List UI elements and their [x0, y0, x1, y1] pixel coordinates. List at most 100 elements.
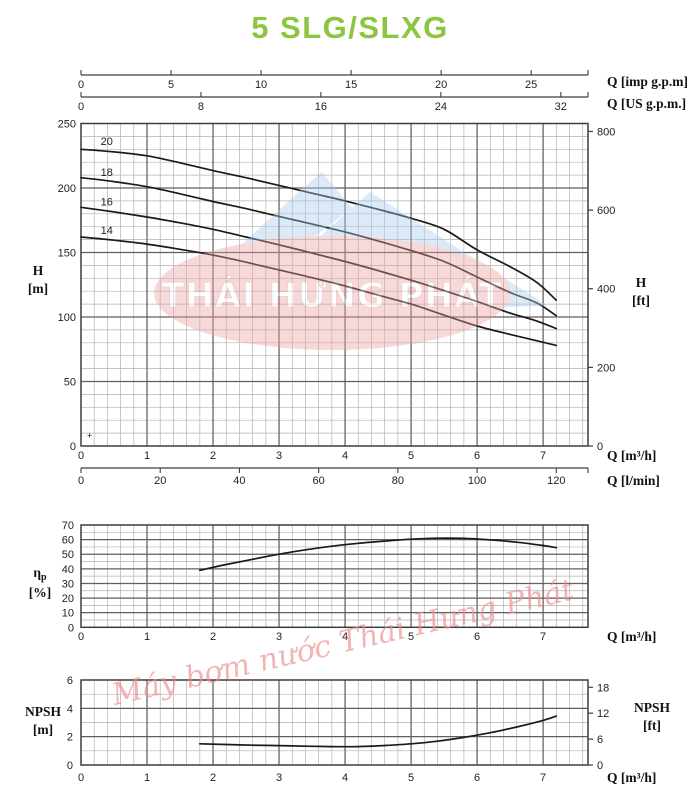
y-tick-label: 50: [64, 377, 76, 389]
x-tick-label: 4: [342, 631, 348, 643]
curve-16: [80, 206, 558, 330]
origin-marker: +: [87, 431, 92, 441]
scale-tick-label: 32: [555, 101, 567, 113]
watermark-mountain-icon-right: [282, 192, 548, 312]
x-tick-label: 5: [408, 772, 414, 784]
right-tick-label: 400: [597, 284, 615, 296]
curve-label-20: 20: [101, 136, 113, 148]
x-tick-label: 7: [540, 631, 546, 643]
y-tick-label: 2: [67, 732, 73, 744]
x-tick-label: 4: [342, 772, 348, 784]
left-axis-title: NPSH: [25, 704, 62, 719]
curve-npsh: [198, 715, 558, 748]
scale-tick-label: 0: [78, 475, 84, 487]
left-axis-title: ηp: [33, 565, 47, 583]
right-axis-title: NPSH: [634, 700, 671, 715]
bottom-axis-title: Q [m³/h]: [607, 770, 656, 785]
x-tick-label: 7: [540, 772, 546, 784]
x-tick-label: 2: [210, 772, 216, 784]
left-axis-title: H: [33, 263, 44, 278]
right-tick-label: 200: [597, 362, 615, 374]
x-tick-label: 0: [78, 772, 84, 784]
y-tick-label: 100: [58, 312, 76, 324]
y-tick-label: 30: [62, 578, 74, 590]
x-tick-label: 6: [474, 631, 480, 643]
right-tick-label: 18: [597, 682, 609, 694]
curve-20: [80, 148, 558, 302]
left-axis-title: [m]: [28, 281, 48, 296]
x-tick-label: 0: [78, 631, 84, 643]
left-axis-title: [m]: [33, 722, 53, 737]
grid-minor: [81, 525, 588, 628]
grid-major: [81, 525, 588, 628]
x-tick-label: 2: [210, 450, 216, 462]
right-tick-label: 6: [597, 734, 603, 746]
x-tick-label: 0: [78, 450, 84, 462]
bottom-axis-title: Q [m³/h]: [607, 629, 656, 644]
x-tick-label: 5: [408, 450, 414, 462]
scale-tick-label: 15: [345, 79, 357, 91]
scale-tick-label: 25: [525, 79, 537, 91]
x-tick-label: 5: [408, 631, 414, 643]
x-tick-label: 3: [276, 631, 282, 643]
x-tick-label: 1: [144, 772, 150, 784]
y-tick-label: 6: [67, 675, 73, 687]
scale-tick-label: 5: [168, 79, 174, 91]
y-tick-label: 60: [62, 535, 74, 547]
x-tick-label: 6: [474, 772, 480, 784]
watermark-ellipse: [154, 236, 510, 350]
scale-tick-label: 60: [313, 475, 325, 487]
x-tick-label: 6: [474, 450, 480, 462]
scale-tick-label: 8: [198, 101, 204, 113]
right-tick-label: 800: [597, 126, 615, 138]
bottom-axis-title: Q [m³/h]: [607, 448, 656, 463]
y-tick-label: 50: [62, 549, 74, 561]
top-scale-title: Q [US g.p.m.]: [607, 96, 686, 111]
watermark-tagline: Máy bơm nước Thái Hưng Phát: [108, 572, 578, 713]
x-tick-label: 1: [144, 450, 150, 462]
scale-tick-label: 80: [392, 475, 404, 487]
charts-root: 0 1 2 3 4 5 6 7050100150200250H[m]0200400600800…: [25, 70, 688, 785]
y-tick-label: 10: [62, 608, 74, 620]
y-tick-label: 0: [68, 622, 74, 634]
y-tick-label: 70: [62, 520, 74, 532]
x-tick-label: 3: [276, 450, 282, 462]
right-tick-label: 0: [597, 441, 603, 453]
y-tick-label: 4: [67, 703, 73, 715]
y-tick-label: 0: [67, 760, 73, 772]
scale-tick-label: 120: [547, 475, 565, 487]
curve-label-16: 16: [101, 197, 113, 209]
scale-tick-label: 24: [435, 101, 447, 113]
x-tick-label: 1: [144, 631, 150, 643]
scale-tick-label: 0: [78, 79, 84, 91]
right-axis-title: [ft]: [632, 293, 650, 308]
grid-major: [81, 680, 588, 765]
grid-minor: [81, 123, 588, 446]
scale-tick-label: 20: [435, 79, 447, 91]
watermark-mountain-icon: [175, 172, 352, 306]
scale-tick-label: 40: [233, 475, 245, 487]
right-tick-label: 0: [597, 760, 603, 772]
right-axis-title: H: [636, 275, 647, 290]
plot-border: [80, 679, 589, 766]
x-tick-label: 7: [540, 450, 546, 462]
scale-tick-label: 100: [468, 475, 486, 487]
scale-tick-label: 0: [78, 101, 84, 113]
scale-tick-label: 16: [315, 101, 327, 113]
curve-18: [80, 176, 558, 317]
y-tick-label: 0: [70, 441, 76, 453]
grid-minor: [81, 680, 588, 765]
curve-efficiency: [198, 537, 558, 572]
y-tick-label: 40: [62, 564, 74, 576]
curve-14: [80, 236, 558, 347]
y-tick-label: 200: [58, 183, 76, 195]
right-axis-title: [ft]: [643, 718, 661, 733]
plot-border: [80, 122, 589, 447]
plot-border: [80, 524, 589, 629]
right-tick-label: 12: [597, 708, 609, 720]
left-axis-title: [%]: [29, 585, 52, 600]
